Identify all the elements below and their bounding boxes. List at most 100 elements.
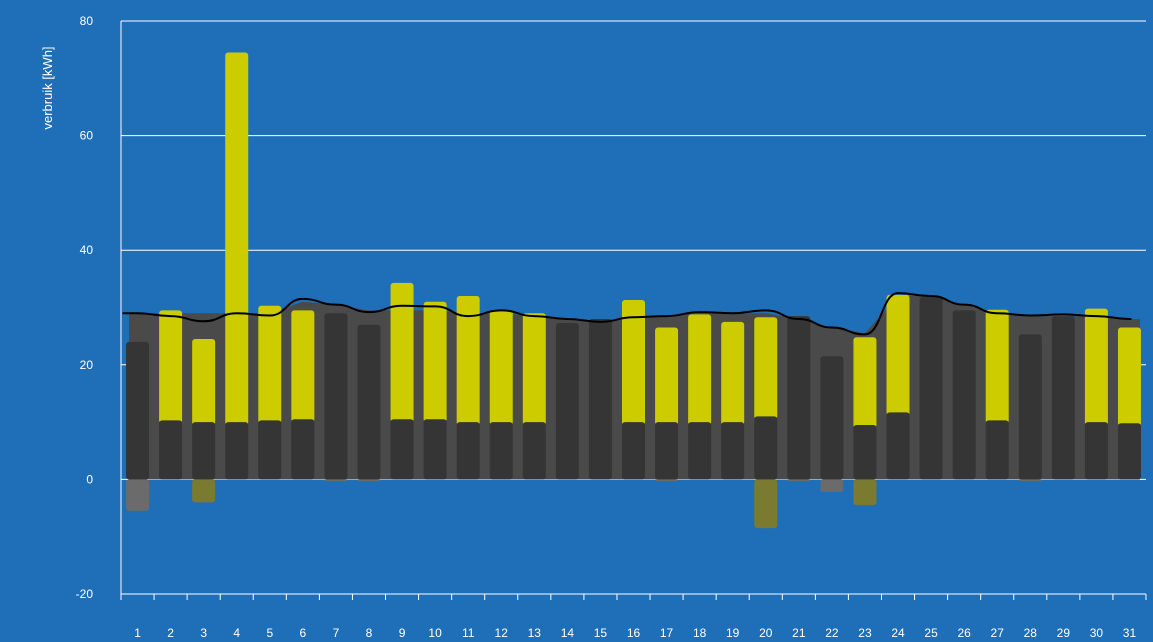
x-tick-label: 28 — [1024, 626, 1038, 640]
bar-negative-grey — [1018, 479, 1042, 482]
bar-yellow — [522, 313, 546, 426]
y-tick-label: 60 — [80, 129, 94, 143]
x-tick-label: 6 — [300, 626, 307, 640]
bar-negative-grey — [787, 479, 811, 482]
x-tick-label: 14 — [561, 626, 575, 640]
x-tick-label: 12 — [495, 626, 509, 640]
x-tick-label: 15 — [594, 626, 608, 640]
bar-base — [291, 419, 315, 480]
bar-yellow — [159, 310, 183, 424]
y-tick-label: 20 — [80, 358, 94, 372]
bar-base — [357, 324, 381, 480]
bar-base — [588, 318, 612, 480]
line-series — [122, 292, 1132, 336]
x-tick-label: 25 — [924, 626, 938, 640]
bar-negative-olive — [192, 479, 216, 503]
bar-yellow — [192, 339, 216, 426]
bar-base — [258, 420, 282, 480]
bar-yellow — [721, 321, 745, 426]
bar-base — [820, 356, 844, 480]
bar-yellow — [622, 300, 645, 426]
x-tick-label: 20 — [759, 626, 773, 640]
bars — [126, 52, 1141, 529]
bar-yellow — [1084, 308, 1108, 426]
bar-base — [489, 422, 513, 480]
y-axis-title: verbruik [kWh] — [40, 46, 55, 129]
bar-negative-grey — [655, 479, 679, 482]
bar-yellow — [390, 282, 414, 423]
x-tick-label: 13 — [528, 626, 542, 640]
x-tick-label: 29 — [1057, 626, 1071, 640]
x-tick-label: 9 — [399, 626, 406, 640]
x-tick-label: 26 — [957, 626, 971, 640]
bar-base — [688, 422, 712, 480]
bar-yellow — [258, 305, 282, 424]
x-tick-label: 30 — [1090, 626, 1104, 640]
bar-base — [952, 310, 976, 480]
bar-base — [985, 420, 1009, 480]
bar-base — [655, 422, 679, 480]
bar-yellow — [423, 301, 447, 423]
bar-negative-grey — [324, 479, 348, 482]
bar-base — [522, 422, 546, 480]
bar-base — [456, 422, 480, 480]
y-tick-label: -20 — [76, 587, 94, 601]
x-tick-label: 22 — [825, 626, 839, 640]
x-tick-label: 5 — [266, 626, 273, 640]
bar-negative-grey — [126, 479, 150, 511]
bar-base — [324, 313, 348, 480]
bar-base — [853, 424, 877, 480]
bar-base — [1051, 316, 1075, 480]
x-tick-label: 23 — [858, 626, 872, 640]
x-tick-label: 4 — [233, 626, 240, 640]
bar-base — [555, 322, 579, 480]
bar-base — [754, 416, 778, 480]
bar-yellow — [655, 327, 679, 426]
x-tick-label: 31 — [1123, 626, 1137, 640]
line-series-path — [122, 292, 1132, 336]
x-tick-label: 27 — [991, 626, 1005, 640]
bar-base — [1084, 422, 1108, 480]
bar-base — [1018, 334, 1042, 480]
x-tick-label: 21 — [792, 626, 806, 640]
bar-negative-grey — [357, 479, 381, 482]
x-tick-label: 16 — [627, 626, 641, 640]
bar-base — [1117, 423, 1141, 480]
x-tick-label: 2 — [167, 626, 174, 640]
bar-negative-olive — [754, 479, 778, 529]
bar-yellow — [886, 294, 910, 416]
x-tick-label: 17 — [660, 626, 674, 640]
bar-base — [192, 422, 216, 480]
bar-base — [886, 412, 910, 480]
bar-yellow — [853, 337, 877, 428]
x-tick-label: 3 — [200, 626, 207, 640]
y-tick-label: 0 — [86, 472, 93, 486]
bar-base — [622, 422, 645, 480]
bar-yellow — [985, 309, 1009, 424]
bar-base — [126, 341, 150, 480]
x-tick-label: 18 — [693, 626, 707, 640]
x-tick-label: 1 — [134, 626, 141, 640]
bar-yellow — [688, 314, 712, 426]
bar-base — [721, 422, 745, 480]
bar-yellow — [291, 310, 315, 423]
x-tick-label: 24 — [891, 626, 905, 640]
bar-yellow — [1117, 327, 1141, 427]
x-tick-label: 8 — [366, 626, 373, 640]
bar-base — [423, 419, 447, 480]
bar-base — [159, 420, 183, 480]
y-tick-label: 80 — [80, 14, 94, 28]
bar-base — [919, 297, 943, 480]
bar-base — [225, 422, 249, 480]
bar-base — [390, 419, 414, 480]
bar-yellow — [225, 52, 249, 426]
x-tick-label: 10 — [428, 626, 442, 640]
bar-yellow — [754, 317, 778, 420]
y-tick-label: 40 — [80, 243, 94, 257]
bar-negative-grey — [820, 479, 844, 493]
x-tick-label: 7 — [333, 626, 340, 640]
bar-yellow — [489, 310, 513, 426]
bar-yellow — [456, 296, 480, 426]
